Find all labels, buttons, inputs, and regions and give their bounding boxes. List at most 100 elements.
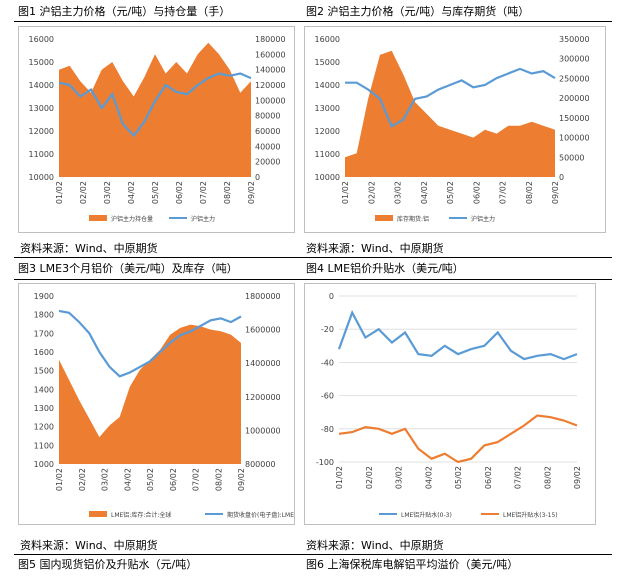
x-tick-label: 02/02: [367, 181, 376, 204]
legend-swatch-area: [89, 511, 107, 517]
x-tick-label: 09/02: [573, 466, 582, 489]
legend-label-line: 沪铝主力: [471, 215, 495, 223]
legend-label-1: LME铝升贴水(3-15): [503, 511, 558, 519]
line-series-c2: [345, 67, 556, 128]
y-right-tick-label: 80000: [255, 112, 280, 121]
x-tick-label: 01/02: [55, 468, 64, 491]
chart-2-panel: 10000 11000 12000 13000 14000 15000 16000 0 5000…: [304, 26, 606, 233]
figure-5-caption: 图5 国内现货铝价及升贴水（元/吨）: [18, 558, 198, 571]
y-left-tick-label: 16000: [29, 35, 54, 44]
legend-label-line: 期货收盘价(电子盘):LME3个月铝: [227, 511, 294, 519]
x-tick-label: 03/02: [395, 466, 404, 489]
y-right-tick-label: 200000: [559, 94, 590, 103]
y-right-tick-label: 140000: [255, 66, 286, 75]
x-tick-label: 03/02: [101, 468, 110, 491]
figure-2-caption: 图2 沪铝主力价格（元/吨）与库存期货（吨）: [306, 5, 530, 18]
figure-4-caption: 图4 LME铝价升贴水（美元/吨）: [306, 262, 464, 275]
legend-label-area: LME铝:库存:合计:全球: [111, 511, 171, 519]
y-right-tick-label: 1600000: [245, 326, 281, 335]
source-note-4: 资料来源：Wind、中原期货: [306, 539, 444, 552]
y-right-tick-label: 250000: [559, 74, 590, 83]
x-tick-label: 07/02: [199, 181, 208, 204]
x-tick-label: 04/02: [420, 181, 429, 204]
y-left-tick-label: 10000: [29, 173, 54, 182]
y-right-tick-label: 1000000: [245, 426, 281, 435]
y-right-tick-label: 20000: [255, 158, 280, 167]
x-tick-label: 07/02: [499, 181, 508, 204]
chart-2: 10000 11000 12000 13000 14000 15000 16000 0 5000…: [315, 35, 590, 223]
y-right-tick-label: 40000: [255, 142, 280, 151]
y-right-tick-label: 100000: [255, 96, 286, 105]
y-left-tick-label: 15000: [315, 58, 340, 67]
y-right-tick-label: 0: [255, 173, 260, 182]
y-right-tick-label: 150000: [559, 114, 590, 123]
y-left-tick-label: 12000: [315, 127, 340, 136]
y-left-tick-label: 16000: [315, 35, 340, 44]
figure-1-caption: 图1 沪铝主力价格（元/吨）与持仓量（手）: [18, 5, 231, 18]
x-tick-label: 06/02: [169, 468, 178, 491]
line-series-0: [337, 309, 578, 361]
source-note-1: 资料来源：Wind、中原期货: [20, 242, 158, 255]
x-tick-label: 08/02: [214, 468, 223, 491]
x-tick-label: 01/02: [341, 181, 350, 204]
x-tick-label: 09/02: [247, 181, 256, 204]
source-rule: [14, 257, 612, 258]
legend-swatch-area: [375, 215, 393, 221]
x-tick-label: 09/02: [237, 468, 246, 491]
x-tick-label: 06/02: [484, 466, 493, 489]
figure-3-caption: 图3 LME3个月铝价（美元/吨）及库存（吨）: [18, 262, 238, 275]
y-tick-label: -80: [321, 425, 334, 434]
y-right-tick-label: 300000: [559, 55, 590, 64]
line-series-1: [338, 414, 578, 464]
x-tick-label: 07/02: [514, 466, 523, 489]
y-left-tick-label: 15000: [29, 58, 54, 67]
x-tick-label: 02/02: [79, 181, 88, 204]
y-left-tick-label: 13000: [315, 104, 340, 113]
y-right-tick-label: 60000: [255, 127, 280, 136]
area-series-c2: [345, 50, 555, 177]
x-tick-label: 04/02: [424, 466, 433, 489]
x-tick-label: 01/02: [55, 181, 64, 204]
y-tick-label: -100: [316, 458, 334, 467]
x-tick-label: 02/02: [365, 466, 374, 489]
x-tick-label: 06/02: [175, 181, 184, 204]
legend-label-line: 沪铝主力: [191, 215, 215, 223]
y-left-tick-label: 1800: [34, 311, 54, 320]
y-tick-label: -60: [321, 392, 334, 401]
y-left-tick-label: 14000: [315, 81, 340, 90]
legend-label-area: 库存期货:铝: [397, 215, 429, 223]
x-tick-label: 02/02: [78, 468, 87, 491]
x-tick-label: 01/02: [335, 466, 344, 489]
x-tick-label: 08/02: [543, 466, 552, 489]
y-right-tick-label: 120000: [255, 81, 286, 90]
source-note-3: 资料来源：Wind、中原期货: [20, 539, 158, 552]
y-left-tick-label: 12000: [29, 127, 54, 136]
y-left-tick-label: 1600: [34, 348, 54, 357]
x-tick-label: 08/02: [525, 181, 534, 204]
x-tick-label: 03/02: [394, 181, 403, 204]
y-left-tick-label: 11000: [29, 150, 54, 159]
chart-1-panel: 10000 11000 12000 13000 14000 15000 16000 0 2000…: [18, 26, 295, 233]
y-left-tick-label: 11000: [315, 150, 340, 159]
area-series-c1: [59, 42, 251, 177]
y-left-tick-label: 1500: [34, 367, 54, 376]
source-rule: [14, 554, 612, 555]
x-tick-label: 05/02: [454, 466, 463, 489]
legend-label-0: LME铝升贴水(0-3): [401, 511, 452, 519]
x-tick-label: 06/02: [472, 181, 481, 204]
caption-rule: [14, 279, 612, 280]
y-left-tick-label: 10000: [315, 173, 340, 182]
y-right-tick-label: 800000: [245, 460, 276, 469]
x-tick-label: 08/02: [223, 181, 232, 204]
x-tick-label: 04/02: [123, 468, 132, 491]
x-tick-label: 05/02: [151, 181, 160, 204]
y-tick-label: 0: [329, 292, 334, 301]
x-tick-label: 05/02: [446, 181, 455, 204]
y-right-tick-label: 1800000: [245, 292, 281, 301]
y-left-tick-label: 1900: [34, 292, 54, 301]
y-right-tick-label: 100000: [559, 134, 590, 143]
x-tick-label: 07/02: [192, 468, 201, 491]
y-right-tick-label: 180000: [255, 35, 286, 44]
legend-label-area: 沪铝主力持仓量: [111, 215, 153, 223]
x-tick-label: 04/02: [127, 181, 136, 204]
